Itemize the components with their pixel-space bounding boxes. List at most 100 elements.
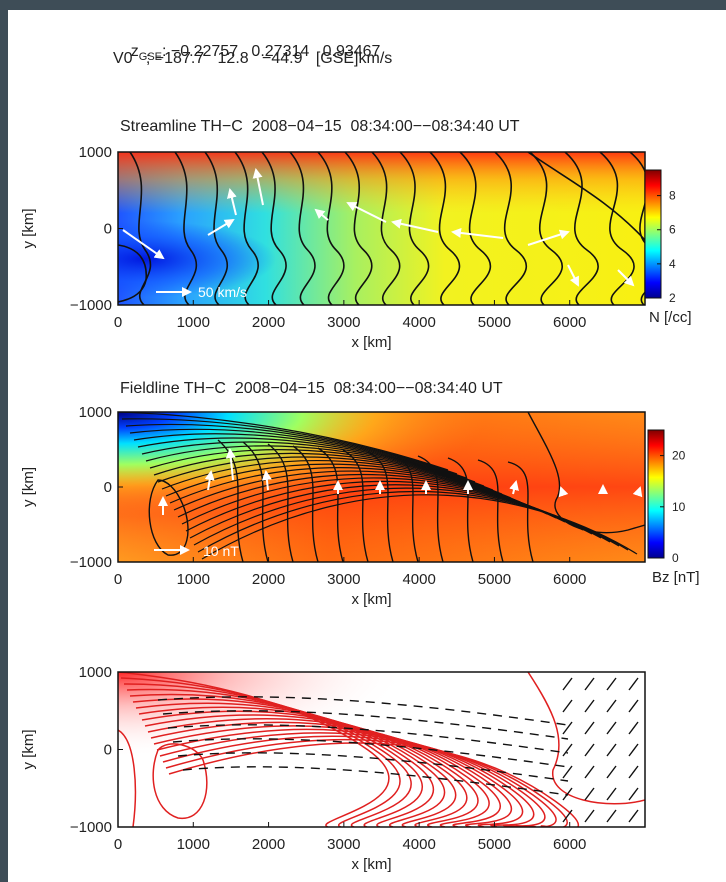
- dashed-contour: [628, 677, 639, 691]
- y-tick-label: 0: [104, 742, 112, 759]
- field-arrow: [632, 486, 643, 498]
- dashed-contour: [584, 809, 595, 823]
- fieldline: [267, 443, 294, 562]
- colorbar-tick-label: 20: [672, 449, 686, 463]
- streamline: [429, 152, 461, 305]
- streamline: [564, 152, 599, 305]
- velocity-arrow: [252, 168, 264, 206]
- y-tick-label: −1000: [70, 297, 112, 314]
- velocity-arrow: [451, 227, 504, 239]
- velocity-arrow: [227, 188, 237, 216]
- panel1-title: Streamline TH−C 2008−04−15 08:34:00−−08:…: [120, 118, 520, 135]
- streamline: [494, 152, 527, 305]
- dashed-contour: [167, 724, 569, 754]
- figure-page: zGSE: −0.22757 0.27314 0.93467 V0 ; −187…: [8, 10, 726, 882]
- velocity-arrow: [207, 218, 235, 236]
- streamline: [344, 152, 373, 305]
- x-tick-label: 6000: [553, 836, 586, 853]
- fieldline: [121, 418, 458, 475]
- fieldline: [342, 449, 369, 562]
- streamline: [529, 152, 563, 305]
- y-tick-label: 0: [104, 221, 112, 238]
- panel1-colorbar: [644, 169, 662, 299]
- velocity-arrow: [617, 269, 635, 287]
- streamline: [317, 152, 345, 305]
- fieldline: [527, 412, 645, 534]
- chart-canvas: 50 km/s 10 nT 0 1000 2000 3000 4 0 0 0 5000 6000 −…: [20, 144, 700, 873]
- fieldline: [242, 441, 269, 562]
- colorbar-tick-label: 10: [672, 500, 686, 514]
- fieldline: [125, 423, 467, 479]
- fieldline: [118, 412, 449, 471]
- field-scale-label: 10 nT: [203, 543, 239, 559]
- dashed-contour: [628, 809, 639, 823]
- velocity-arrow: [567, 264, 579, 287]
- red-contour: [120, 677, 401, 827]
- streamline: [118, 244, 147, 303]
- velocity-scale-label: 50 km/s: [198, 284, 247, 300]
- x-tick-label: 5000: [478, 314, 511, 331]
- red-contour: [118, 672, 390, 827]
- red-contour-loop: [152, 743, 208, 819]
- x-tick-label: 2000: [252, 836, 285, 853]
- dashed-contour: [628, 721, 639, 735]
- dashed-contour: [584, 721, 595, 735]
- velocity-arrow: [122, 229, 165, 260]
- panel2-field-arrows: 10 nT: [154, 448, 643, 559]
- dashed-contour: [606, 743, 617, 757]
- fieldline: [392, 453, 419, 562]
- fieldline: [417, 455, 444, 562]
- panel2-colorbar: [647, 429, 665, 559]
- dashed-contour: [606, 787, 617, 801]
- z-gse-line: zGSE: −0.22757 0.27314 0.93467: [113, 25, 381, 81]
- velocity-arrow: [527, 229, 570, 246]
- dashed-contour: [606, 677, 617, 691]
- red-contour: [138, 706, 468, 827]
- dashed-contour: [177, 752, 569, 782]
- x-tick-label: 2000: [252, 571, 285, 588]
- dashed-contour: [606, 809, 617, 823]
- colorbar-tick-label: 6: [669, 223, 676, 237]
- colorbar-tick-label: 8: [669, 189, 676, 203]
- x-axis-label: x [km]: [352, 591, 392, 608]
- dashed-contour: [562, 677, 573, 691]
- field-arrow: [558, 486, 569, 498]
- x-tick-label: 1000: [177, 836, 210, 853]
- x-tick-label: 6000: [553, 314, 586, 331]
- field-arrow: [261, 470, 272, 491]
- red-contour: [527, 672, 645, 805]
- x-tick-label: 3000: [327, 836, 360, 853]
- dashed-contour: [562, 743, 573, 757]
- fieldline: [447, 457, 474, 562]
- dashed-contour: [157, 696, 569, 726]
- x-tick-label: 3000: [327, 571, 360, 588]
- fieldline: [367, 451, 394, 562]
- red-contour: [165, 738, 568, 827]
- streamline: [399, 152, 430, 305]
- streamline: [371, 152, 401, 305]
- dashed-contour: [628, 765, 639, 779]
- dashed-contour: [584, 743, 595, 757]
- y-tick-label: −1000: [70, 554, 112, 571]
- x-axis-label: x [km]: [352, 334, 392, 351]
- x-tick-label: 6000: [553, 571, 586, 588]
- red-contour: [135, 702, 457, 827]
- colorbar-tick-label: 4: [669, 257, 676, 271]
- fieldline: [292, 445, 319, 562]
- streamline: [261, 152, 287, 305]
- x-tick-label: 0: [114, 314, 122, 331]
- panel1-velocity-arrows: 50 km/s: [122, 168, 635, 300]
- dashed-contour: [172, 738, 569, 768]
- x-tick-label: 0: [114, 836, 122, 853]
- x-tick-label: 3000: [327, 314, 360, 331]
- y-axis-label: y [km]: [20, 467, 37, 507]
- red-contour: [118, 729, 137, 827]
- colorbar-label: N [/cc]: [649, 309, 692, 326]
- dashed-contour: [628, 743, 639, 757]
- field-arrow: [509, 480, 519, 495]
- streamline: [599, 152, 635, 305]
- panel3-red-contours: [118, 672, 645, 827]
- field-arrow: [225, 448, 236, 481]
- dashed-contour: [584, 699, 595, 713]
- y-tick-label: 1000: [79, 404, 112, 421]
